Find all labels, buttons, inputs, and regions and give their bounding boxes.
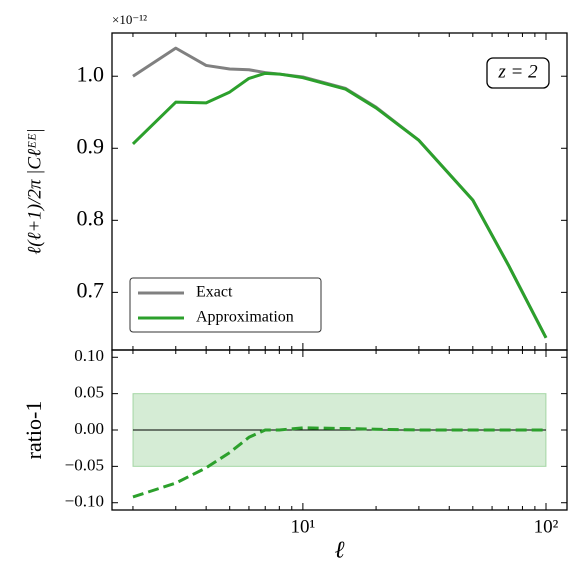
series-line	[131, 71, 548, 339]
y-tick-label: 0.8	[77, 205, 105, 230]
y-tick-label: 1.0	[77, 61, 105, 86]
annotation-box	[486, 57, 550, 89]
legend-label: Exact	[196, 284, 233, 301]
series-line	[132, 426, 547, 499]
annotation: z = 2	[497, 61, 538, 82]
offset-label: ×10⁻¹²	[112, 12, 147, 27]
y-tick-label: 0.05	[74, 383, 104, 402]
x-tick-label: 10²	[534, 516, 559, 537]
x-tick-label: 10¹	[291, 516, 316, 537]
x-axis-label: ℓ	[335, 538, 345, 564]
y-tick-label: −0.05	[65, 455, 104, 474]
y-tick-label: 0.7	[77, 277, 105, 302]
y-tick-label: 0.10	[74, 346, 104, 365]
y-axis-label: ratio-1	[21, 401, 46, 460]
y-tick-label: 0.00	[74, 419, 104, 438]
y-tick-label: 0.9	[77, 133, 105, 158]
legend-label: Approximation	[196, 309, 294, 326]
y-tick-label: −0.10	[65, 492, 104, 511]
y-axis-label: ℓ(ℓ+1)/2π |Cℓᴱᴱ|	[24, 128, 45, 254]
